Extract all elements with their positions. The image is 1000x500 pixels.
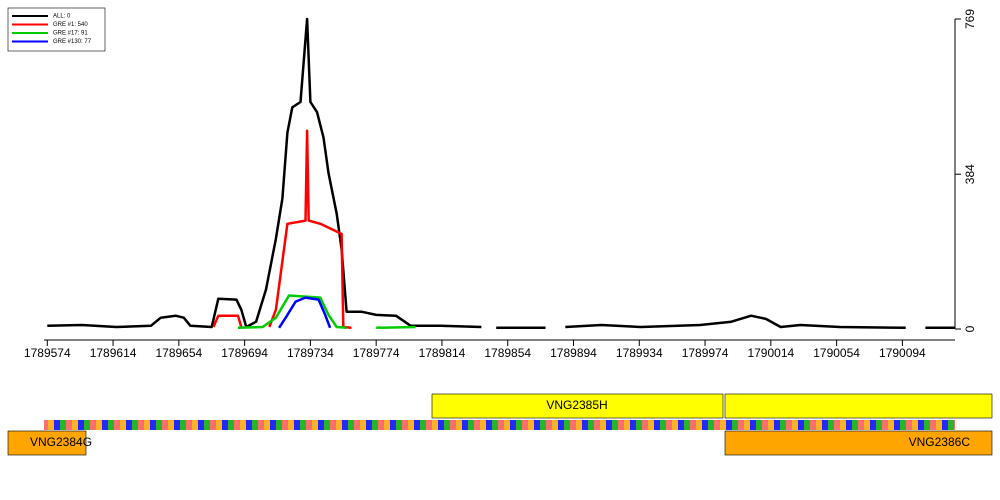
series-line xyxy=(212,314,243,328)
gene-label: VNG2385H xyxy=(546,398,607,412)
gene-box xyxy=(7,430,87,456)
y-tick-label: 0 xyxy=(963,325,977,332)
y-tick-label: 769 xyxy=(963,9,977,29)
x-tick-label: 1790014 xyxy=(747,346,794,360)
series-line xyxy=(47,17,482,329)
gene-box xyxy=(724,393,993,419)
x-tick-label: 1789854 xyxy=(484,346,531,360)
legend: ALL: 0 GRE #1: 540 GRE #17: 91 GRE #130: 77 xyxy=(12,14,92,45)
gene-label: VNG2386C xyxy=(909,435,971,449)
x-tick-label: 1789694 xyxy=(221,346,268,360)
plot: 1789574 1789614 1789654 1789694 1789734 17897… xyxy=(24,9,977,361)
x-tick-label: 1789934 xyxy=(616,346,663,360)
x-tick-label: 1790094 xyxy=(879,346,926,360)
gene-box xyxy=(724,430,993,456)
y-tick-label: 384 xyxy=(963,164,977,184)
legend-label: GRE #17: 91 xyxy=(53,31,88,37)
x-tick-label: 1789574 xyxy=(24,346,71,360)
x-tick-label: 1789774 xyxy=(353,346,400,360)
x-tick-label: 1789974 xyxy=(682,346,729,360)
gene-box xyxy=(431,393,724,419)
gene-label: VNG2384G xyxy=(30,435,92,449)
legend-label: ALL: 0 xyxy=(53,14,71,20)
legend-label: GRE #1: 540 xyxy=(53,22,88,28)
x-tick-label: 1789814 xyxy=(419,346,466,360)
x-tick-label: 1789734 xyxy=(287,346,334,360)
series-line xyxy=(376,325,416,330)
series-line xyxy=(268,129,352,330)
x-tick-label: 1789654 xyxy=(155,346,202,360)
x-tick-label: 1790054 xyxy=(813,346,860,360)
x-tick-label: 1789614 xyxy=(90,346,137,360)
sequence-track xyxy=(44,420,955,430)
legend-label: GRE #130: 77 xyxy=(53,39,92,45)
series-line xyxy=(278,296,332,329)
series-line xyxy=(237,294,347,330)
series-line xyxy=(565,314,906,330)
x-tick-label: 1789894 xyxy=(550,346,597,360)
